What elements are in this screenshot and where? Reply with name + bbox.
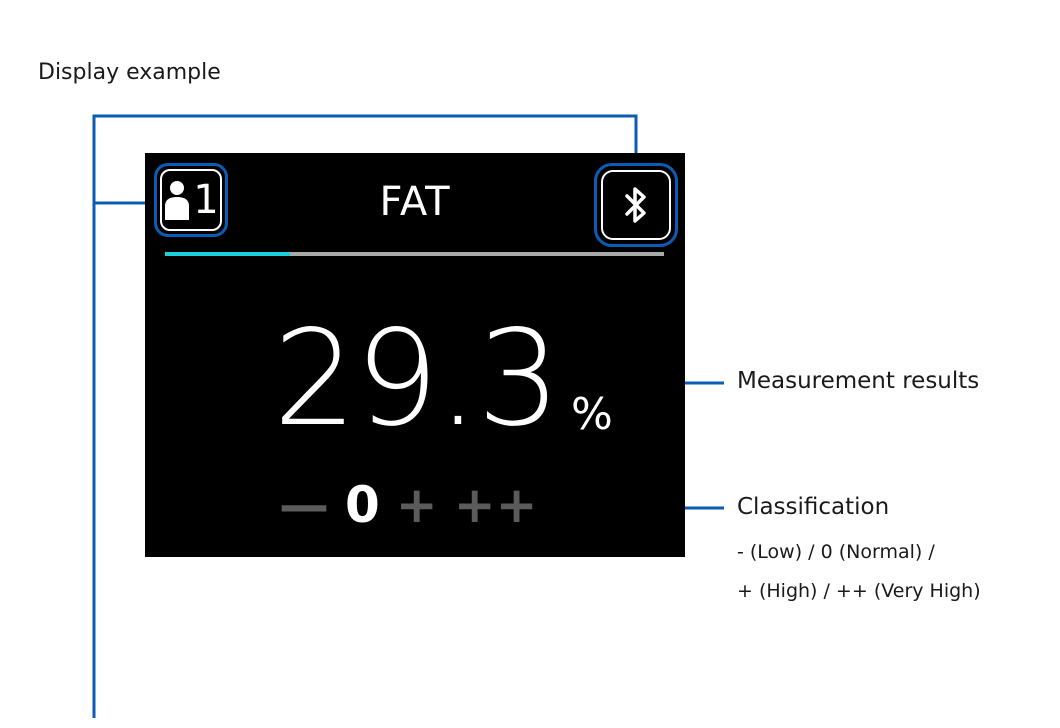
person-icon [165, 181, 190, 220]
diagram-caption: Display example [38, 60, 221, 85]
measurement-results-label: Measurement results [737, 368, 980, 394]
icon-leader-line [92, 114, 638, 718]
measurement-unit: % [571, 389, 613, 440]
class-very-high: ++ [453, 476, 538, 534]
user-number: 1 [193, 177, 219, 223]
user-indicator: 1 [154, 163, 228, 237]
classification-note-2: + (High) / ++ (Very High) [737, 580, 981, 602]
device-display: 1 FAT 29.3 % — 0 + ++ [145, 153, 685, 557]
classification-note-1: - (Low) / 0 (Normal) / [737, 541, 935, 563]
measurement-value: 29.3 [273, 302, 561, 456]
measurement-type: FAT [379, 179, 451, 225]
class-normal: 0 [345, 476, 380, 534]
progress-track [165, 252, 664, 256]
classification-scale: — 0 + ++ [279, 475, 538, 535]
progress-fill [165, 252, 290, 256]
class-high: + [395, 476, 438, 534]
bluetooth-icon [625, 187, 646, 223]
class-low: — [279, 476, 329, 534]
bluetooth-indicator [594, 163, 678, 247]
classification-label: Classification [737, 494, 890, 520]
